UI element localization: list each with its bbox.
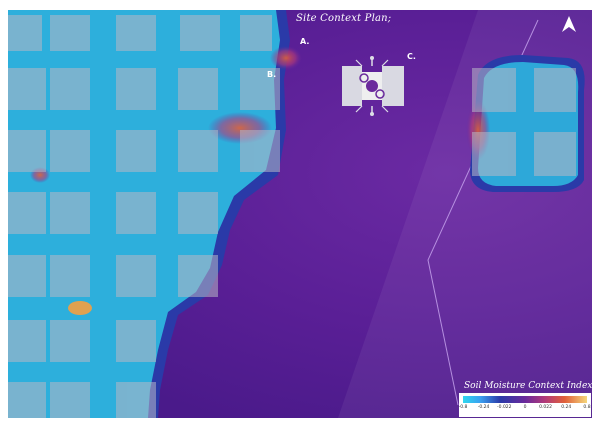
label-b: B.	[267, 70, 277, 79]
legend-tick: 0.8	[583, 405, 591, 410]
label-a: A.	[300, 37, 310, 46]
legend-color-bar	[463, 396, 587, 403]
site-building[interactable]	[342, 56, 404, 116]
map-title: Site Context Plan;	[296, 13, 392, 24]
north-arrow-icon	[562, 16, 576, 32]
building-grid-west	[8, 15, 280, 418]
soil-moisture-map[interactable]	[8, 10, 592, 418]
hotspot-2	[270, 46, 302, 70]
legend-ticks: -0.8 -0.24 -0.022 0 0.022 0.24 0.8	[459, 405, 591, 415]
legend-box: -0.8 -0.24 -0.022 0 0.022 0.24 0.8	[459, 393, 591, 417]
legend-tick: -0.8	[458, 405, 468, 410]
map-canvas	[8, 10, 592, 418]
legend-tick: -0.022	[497, 405, 512, 410]
legend-title: Soil Moisture Context Index;	[464, 381, 596, 391]
building-grid-east	[472, 68, 576, 176]
legend-tick: 0.022	[539, 405, 553, 410]
hotspot-3	[68, 301, 92, 315]
legend-tick: 0.24	[561, 405, 572, 410]
legend-tick: -0.24	[477, 405, 490, 410]
legend-tick: 0	[523, 405, 527, 410]
label-c: C.	[407, 52, 416, 61]
